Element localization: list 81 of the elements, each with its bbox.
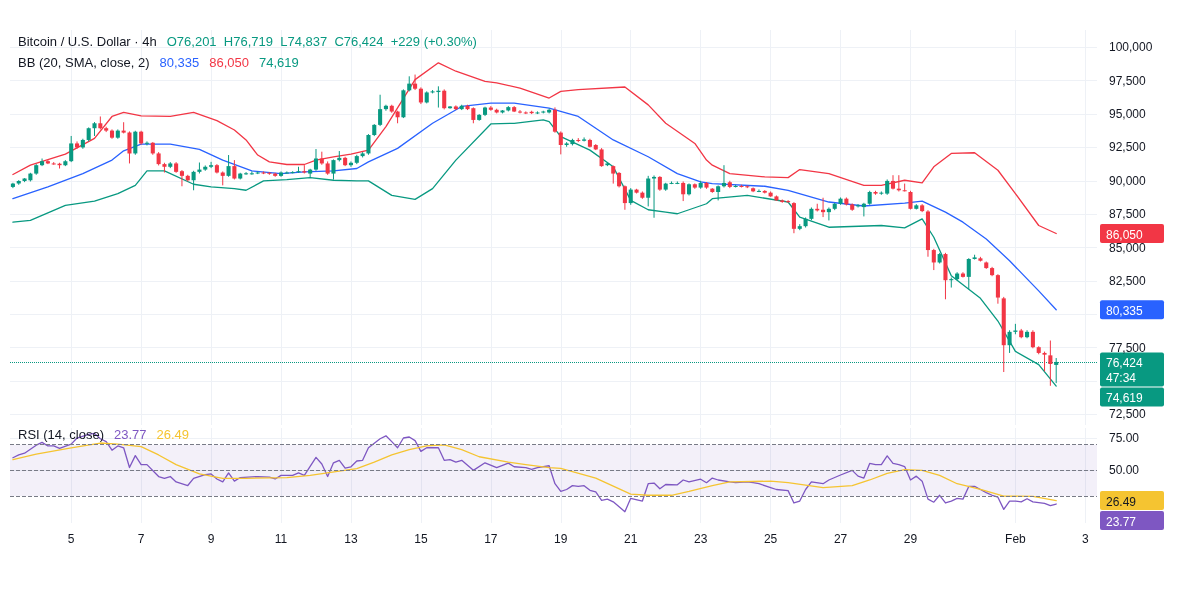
x-tick-label: 11 <box>274 532 288 546</box>
candlestick <box>622 184 627 211</box>
candlestick <box>313 148 319 172</box>
candlestick <box>611 164 616 185</box>
y-tick-label: 90,000 <box>1109 173 1147 188</box>
ref-line-label: 76,424 47:34 <box>1106 355 1144 385</box>
candlestick <box>209 161 214 169</box>
chart-title: Bitcoin / U.S. Dollar · 4h <box>18 34 157 49</box>
x-tick-label: 15 <box>414 532 428 546</box>
candlestick <box>646 175 651 207</box>
y-tick-label: 50.00 <box>1109 463 1140 478</box>
text: 86,050 <box>1106 227 1143 242</box>
x-tick-label: 27 <box>833 532 848 546</box>
candlestick <box>191 170 196 191</box>
candlestick <box>226 154 231 178</box>
annotation: 86,050 <box>209 55 250 70</box>
y-tick-label: 82,500 <box>1109 273 1147 288</box>
annotation: 80,335 <box>159 55 200 70</box>
text: 26.49 <box>1106 494 1137 509</box>
y-tick-label: 97,500 <box>1109 73 1147 88</box>
candlestick <box>179 169 184 187</box>
chart-subtitle: O76,201 H76,719 L74,837 C76,424 +229 (+0.30%) <box>166 34 477 49</box>
x-tick-label: 19 <box>554 532 568 546</box>
candlestick <box>249 170 254 176</box>
y-tick-label: 100,000 <box>1109 40 1153 55</box>
x-tick-label: 25 <box>763 532 778 546</box>
y-tick-label: 85,000 <box>1109 240 1147 255</box>
candlestick <box>756 188 761 193</box>
candlestick <box>652 174 657 219</box>
x-tick-label: 13 <box>344 532 358 546</box>
candlestick <box>413 74 418 91</box>
y-tick-label: 87,500 <box>1109 207 1147 222</box>
x-tick-label: 5 <box>67 532 75 546</box>
candlestick <box>681 180 686 202</box>
y-tick-label: 92,500 <box>1109 140 1147 155</box>
candlestick <box>133 130 138 156</box>
y-tick-label: 95,000 <box>1109 107 1147 122</box>
annotation: 23.77 <box>113 427 147 442</box>
x-tick-label: 3 <box>1082 532 1089 546</box>
x-tick-label: 7 <box>137 532 145 546</box>
x-tick-label: 23 <box>693 532 708 546</box>
annotation: 74,619 <box>259 55 299 70</box>
annotation: BB (20, SMA, close, 2) <box>18 55 150 70</box>
candlestick <box>599 147 604 168</box>
text: 74,619 <box>1106 390 1143 405</box>
chart-title: RSI (14, close) <box>18 427 104 442</box>
x-tick-label: 21 <box>624 532 638 546</box>
x-tick-label: 29 <box>903 532 918 546</box>
candlestick <box>995 273 1000 305</box>
candlestick <box>786 199 791 204</box>
candlestick <box>378 94 383 127</box>
candlestick <box>1048 340 1053 387</box>
candlestick <box>144 140 150 146</box>
candlestick <box>931 248 936 271</box>
candlestick <box>582 136 587 142</box>
y-tick-label: 72,500 <box>1109 407 1147 422</box>
candlestick <box>127 130 132 164</box>
candlestick <box>966 257 971 290</box>
y-tick-label: 77,500 <box>1109 340 1147 355</box>
candlestick <box>879 190 884 196</box>
candlestick <box>552 106 557 134</box>
candlestick <box>1007 329 1012 354</box>
candlestick <box>331 158 336 181</box>
candlestick <box>284 170 289 174</box>
candlestick <box>69 135 74 163</box>
candlestick <box>558 130 563 155</box>
candlestick <box>517 109 523 114</box>
candlestick <box>442 88 447 110</box>
x-tick-label: Feb <box>1005 532 1027 546</box>
y-tick-label: 75.00 <box>1109 431 1140 446</box>
text: 80,335 <box>1106 303 1143 318</box>
x-tick-label: 9 <box>207 532 215 546</box>
candlestick <box>949 277 954 289</box>
candlestick <box>855 203 861 208</box>
text: 23.77 <box>1106 514 1137 529</box>
candlestick <box>1042 351 1047 372</box>
candlestick <box>1030 329 1035 349</box>
annotation: 26.49 <box>156 427 190 442</box>
x-tick-label: 17 <box>484 532 498 546</box>
candlestick <box>74 140 80 150</box>
candlestick <box>366 133 371 156</box>
